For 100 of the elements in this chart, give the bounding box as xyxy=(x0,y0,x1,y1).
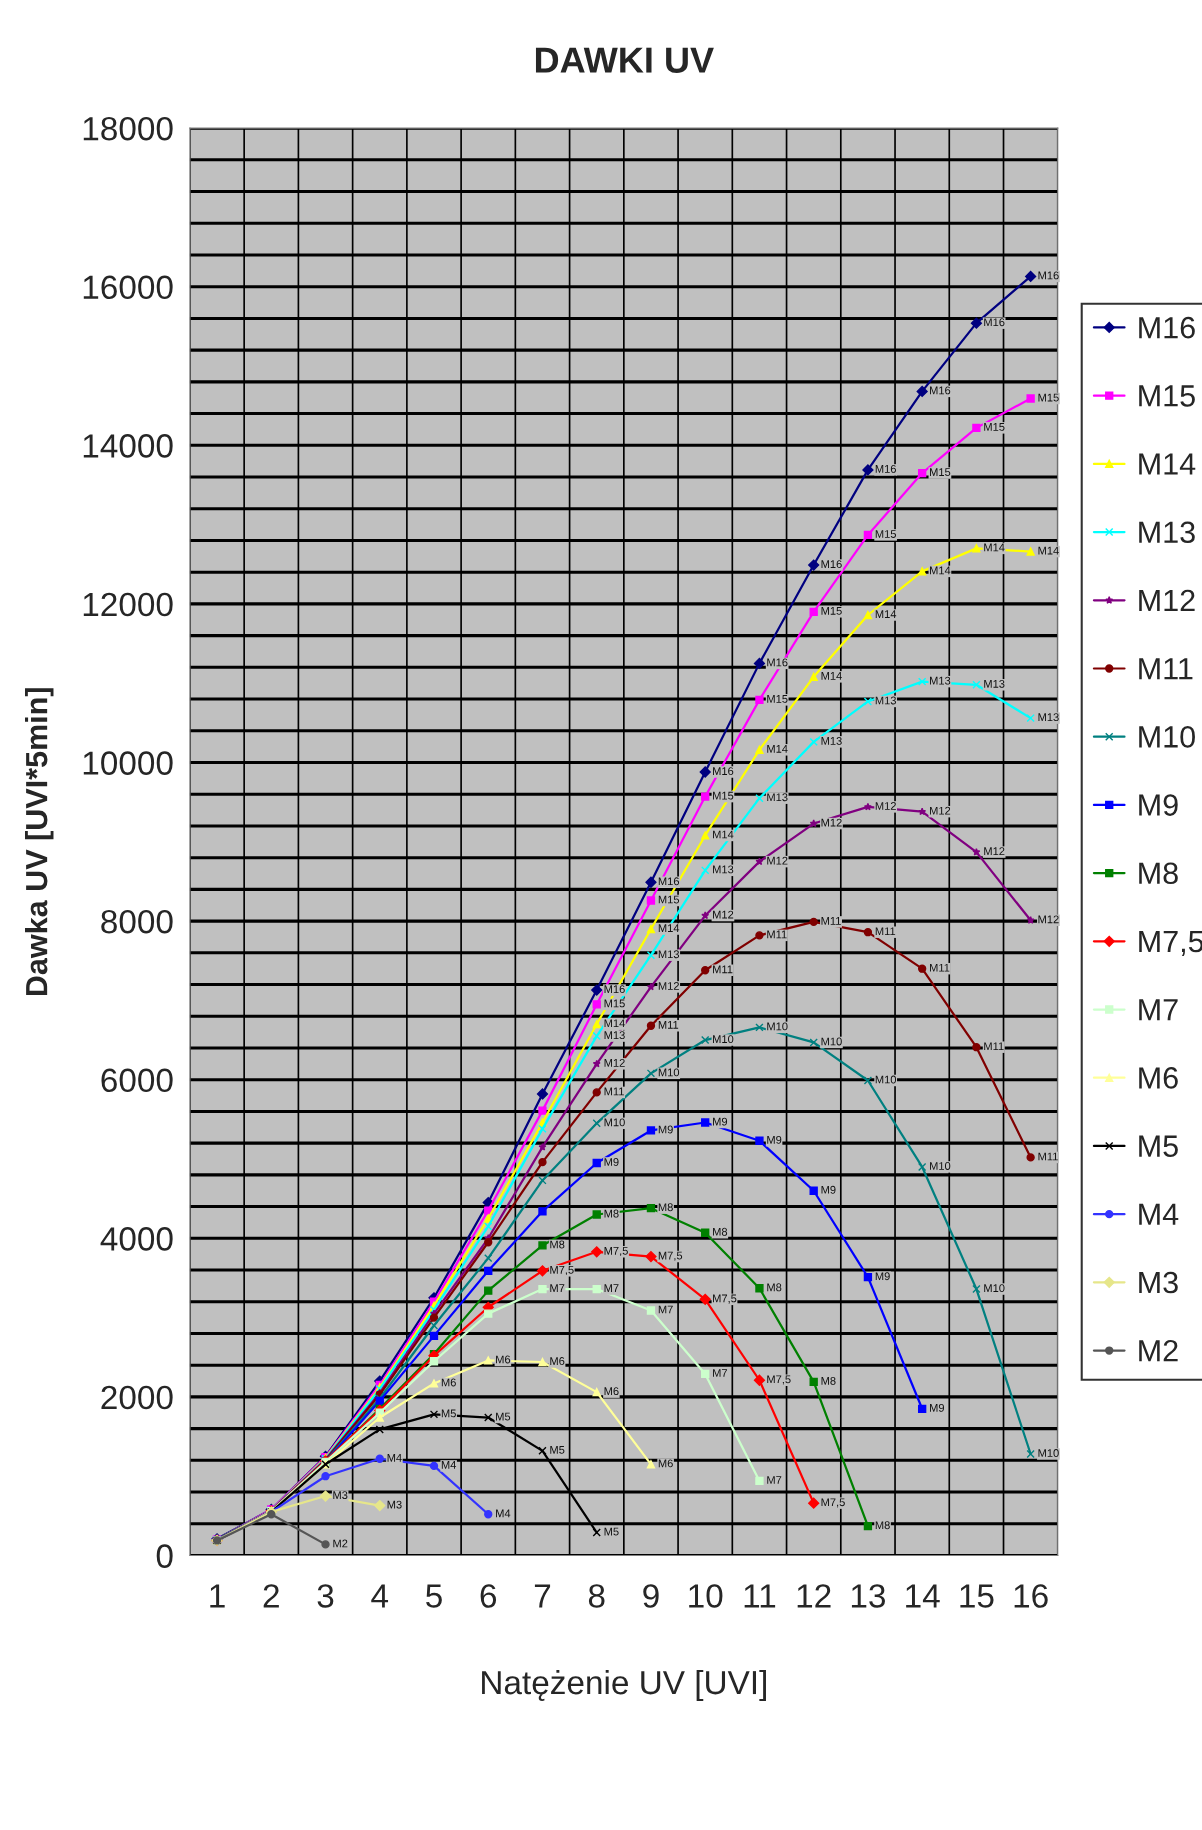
data-label: M11 xyxy=(821,917,841,925)
data-label: M7 xyxy=(604,1284,619,1292)
data-label: M11 xyxy=(604,1087,624,1096)
data-label: M3 xyxy=(333,1491,348,1500)
data-label: M11 xyxy=(767,930,787,939)
data-label: M14 xyxy=(767,745,788,753)
data-label: M10 xyxy=(930,1162,951,1170)
data-label: M6 xyxy=(550,1357,565,1365)
legend-label: M7 xyxy=(1139,999,1178,1021)
data-label: M12 xyxy=(821,818,842,827)
y-tick-label: 2000 xyxy=(101,1385,173,1410)
data-label: M9 xyxy=(930,1403,945,1412)
data-label: M7,5 xyxy=(713,1294,737,1304)
data-label: M5 xyxy=(441,1409,456,1418)
x-tick-label: 1 xyxy=(210,1584,225,1608)
data-label: M4 xyxy=(496,1509,511,1518)
x-tick-label: 4 xyxy=(371,1584,389,1608)
legend-label: M3 xyxy=(1139,1271,1178,1294)
data-label: M12 xyxy=(930,806,951,815)
data-label: M9 xyxy=(658,1125,673,1134)
legend-label: M13 xyxy=(1139,521,1195,544)
data-label: M12 xyxy=(713,910,734,919)
data-label: M8 xyxy=(875,1521,890,1530)
data-label: M10 xyxy=(658,1068,680,1077)
y-tick-label: 6000 xyxy=(101,1068,173,1093)
data-label: M12 xyxy=(604,1058,625,1067)
data-label: M13 xyxy=(984,679,1005,688)
data-label: M16 xyxy=(1038,271,1059,280)
x-tick-label: 10 xyxy=(689,1584,723,1608)
data-label: M16 xyxy=(875,465,896,473)
legend-label: M4 xyxy=(1139,1203,1179,1225)
data-label: M16 xyxy=(930,386,951,395)
y-tick-label: 10000 xyxy=(83,751,173,775)
data-label: M9 xyxy=(767,1135,782,1144)
data-label: M10 xyxy=(821,1037,842,1046)
data-label: M7 xyxy=(550,1284,565,1292)
data-label: M7,5 xyxy=(658,1251,683,1261)
data-label: M11 xyxy=(658,1021,679,1029)
x-tick-label: 2 xyxy=(263,1584,279,1608)
legend-label: M8 xyxy=(1139,862,1178,885)
legend-label: M2 xyxy=(1139,1339,1178,1362)
data-label: M10 xyxy=(875,1075,897,1084)
data-label: M4 xyxy=(387,1453,402,1462)
data-label: M7,5 xyxy=(767,1375,791,1385)
data-label: M13 xyxy=(1038,713,1059,722)
data-label: M6 xyxy=(496,1355,511,1364)
x-tick-label: 14 xyxy=(906,1584,940,1608)
data-label: M15 xyxy=(1038,393,1059,402)
legend-label: M5 xyxy=(1139,1135,1178,1157)
data-label: M10 xyxy=(604,1118,625,1127)
data-label: M13 xyxy=(930,676,951,685)
data-label: M7,5 xyxy=(550,1266,574,1276)
data-label: M16 xyxy=(984,318,1005,327)
data-label: M5 xyxy=(604,1527,619,1536)
legend-label: M11 xyxy=(1139,658,1193,680)
data-label: M6 xyxy=(658,1459,673,1468)
legend-label: M6 xyxy=(1139,1067,1178,1089)
data-label: M16 xyxy=(713,767,734,775)
data-label: M14 xyxy=(875,610,897,618)
data-label: M13 xyxy=(821,737,842,745)
x-tick-label: 5 xyxy=(426,1584,442,1608)
y-tick-label: 18000 xyxy=(83,116,173,141)
data-label: M4 xyxy=(441,1461,457,1469)
legend-label: M10 xyxy=(1139,726,1195,748)
data-label: M13 xyxy=(767,793,788,802)
y-tick-label: 0 xyxy=(156,1544,173,1568)
data-label: M7 xyxy=(767,1476,782,1484)
data-label: M11 xyxy=(930,963,950,972)
data-label: M13 xyxy=(875,696,896,705)
x-tick-label: 15 xyxy=(960,1584,994,1608)
legend-label: M16 xyxy=(1139,316,1195,339)
data-label: M14 xyxy=(713,830,734,839)
x-tick-label: 3 xyxy=(317,1584,334,1608)
data-label: M2 xyxy=(333,1539,348,1548)
data-label: M13 xyxy=(604,1031,625,1040)
data-label: M12 xyxy=(984,847,1005,855)
x-tick-label: 13 xyxy=(851,1584,885,1608)
data-label: M15 xyxy=(767,695,788,703)
x-tick-label: 9 xyxy=(643,1584,659,1608)
data-label: M14 xyxy=(1038,546,1059,555)
legend-label: M15 xyxy=(1139,385,1195,407)
data-label: M10 xyxy=(984,1284,1005,1293)
data-label: M9 xyxy=(875,1272,890,1281)
legend-label: M9 xyxy=(1139,794,1178,816)
data-label: M15 xyxy=(658,895,680,904)
data-label: M12 xyxy=(658,982,679,990)
data-label: M8 xyxy=(767,1283,782,1292)
data-label: M11 xyxy=(1038,1152,1058,1161)
data-label: M15 xyxy=(604,999,625,1008)
x-axis-title: Natężenie UV [UVI] xyxy=(482,1669,766,1702)
data-label: M12 xyxy=(875,802,896,810)
data-label: M8 xyxy=(550,1240,565,1249)
data-label: M5 xyxy=(496,1412,511,1421)
legend-label: M14 xyxy=(1139,453,1196,475)
data-label: M16 xyxy=(767,658,788,667)
x-tick-label: 7 xyxy=(534,1584,551,1608)
data-label: M10 xyxy=(713,1035,734,1044)
y-axis-title: Dawka UV [UVI*5min] xyxy=(25,688,54,996)
data-label: M9 xyxy=(604,1158,619,1166)
data-label: M9 xyxy=(713,1117,728,1126)
